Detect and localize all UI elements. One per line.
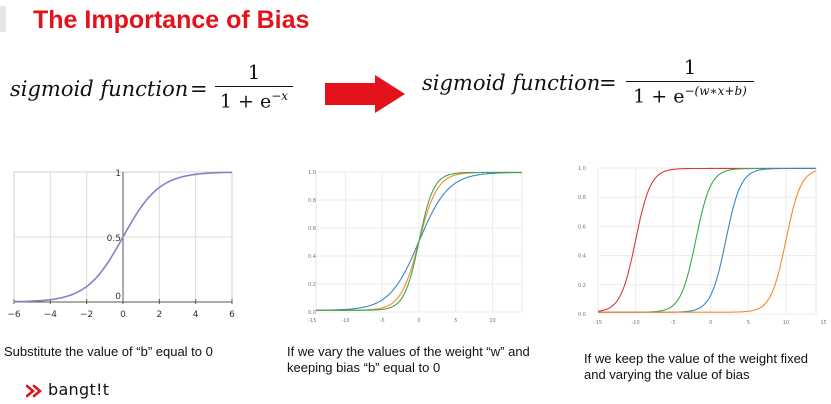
x-tick-label: −6 (7, 310, 21, 320)
y-tick-label: 1.0 (308, 170, 316, 176)
caption-left: Substitute the value of “b” equal to 0 (4, 344, 213, 359)
y-tick-label: 0.0 (578, 312, 586, 318)
y-tick-label: 0.8 (308, 198, 316, 204)
x-tick-label: -10 (632, 320, 640, 326)
series-line (13, 171, 233, 303)
series-line (316, 171, 522, 311)
formula-right-equals: = (599, 71, 617, 95)
x-tick-label: -15 (594, 320, 602, 326)
y-tick-label: 0.0 (308, 310, 316, 316)
x-tick-label: −4 (44, 310, 58, 320)
x-tick-label: -5 (380, 318, 385, 324)
formula-left-equals: = (190, 77, 208, 101)
caption-right: If we keep the value of the weight fixed… (584, 351, 809, 382)
y-tick-label: 0.2 (308, 282, 316, 288)
formula-right-numerator: 1 (683, 55, 697, 79)
y-tick-label: 0 (115, 292, 121, 302)
x-tick-label: 10 (783, 320, 789, 326)
x-tick-label: 10 (489, 318, 495, 324)
y-tick-label: 0.4 (308, 254, 316, 260)
x-tick-label: 6 (229, 310, 235, 320)
right-arrow-icon (325, 75, 405, 113)
x-tick-label: 0 (417, 318, 420, 324)
y-tick-label: 0.4 (578, 254, 586, 260)
formula-left-name: sigmoid function (10, 77, 189, 101)
x-tick-label: 15 (820, 320, 826, 326)
caption-middle: If we vary the values of the weight “w” … (287, 344, 530, 375)
x-tick-label: 2 (156, 310, 162, 320)
y-tick-label: 0.6 (578, 224, 586, 230)
x-tick-label: -5 (671, 320, 676, 326)
slide-accent-bar (0, 6, 6, 32)
bangkit-logo-icon (26, 384, 43, 397)
formula-right-name: sigmoid function (422, 71, 601, 95)
chart-vary-bias: -15 -10 -5 0 5 10 15 0.0 0.2 0.4 0.6 0.8 1.0 (578, 166, 826, 326)
x-tick-label: −2 (80, 310, 93, 320)
y-tick-label: 0.5 (107, 234, 121, 244)
y-tick-label: 0.2 (578, 283, 586, 289)
formula-right-denominator: 1 + e (633, 85, 685, 108)
bangkit-logo-text: bangt!t (48, 380, 110, 399)
formula-left-numerator: 1 (247, 60, 261, 84)
y-tick-label: 1 (115, 169, 121, 179)
chart-sigmoid-basic: −6 −4 −2 0 2 4 6 0 0.5 1 (7, 169, 235, 320)
y-tick-label: 0.8 (578, 195, 586, 201)
x-tick-label: 0 (120, 310, 126, 320)
x-tick-label: 5 (454, 318, 457, 324)
bangkit-logo: bangt!t (26, 380, 109, 399)
plot-frame (597, 167, 817, 315)
x-tick-label: -10 (341, 318, 349, 324)
formula-left-fraction: 1 1 + e−x (215, 60, 293, 113)
y-tick-label: 1.0 (578, 166, 586, 172)
x-tick-label: -15 (308, 318, 316, 324)
series-line (598, 170, 817, 313)
x-tick-label: 0 (709, 320, 712, 326)
x-tick-label: 5 (747, 320, 750, 326)
slide-title: The Importance of Bias (33, 6, 310, 34)
x-tick-label: 4 (193, 310, 199, 320)
formula-right-exponent: −(w∗x+b) (684, 84, 747, 99)
formula-right-fraction: 1 1 + e−(w∗x+b) (626, 55, 754, 108)
y-tick-label: 0.6 (308, 226, 316, 232)
formula-left-denominator: 1 + e (219, 90, 272, 113)
formula-left-exponent: −x (271, 89, 289, 104)
